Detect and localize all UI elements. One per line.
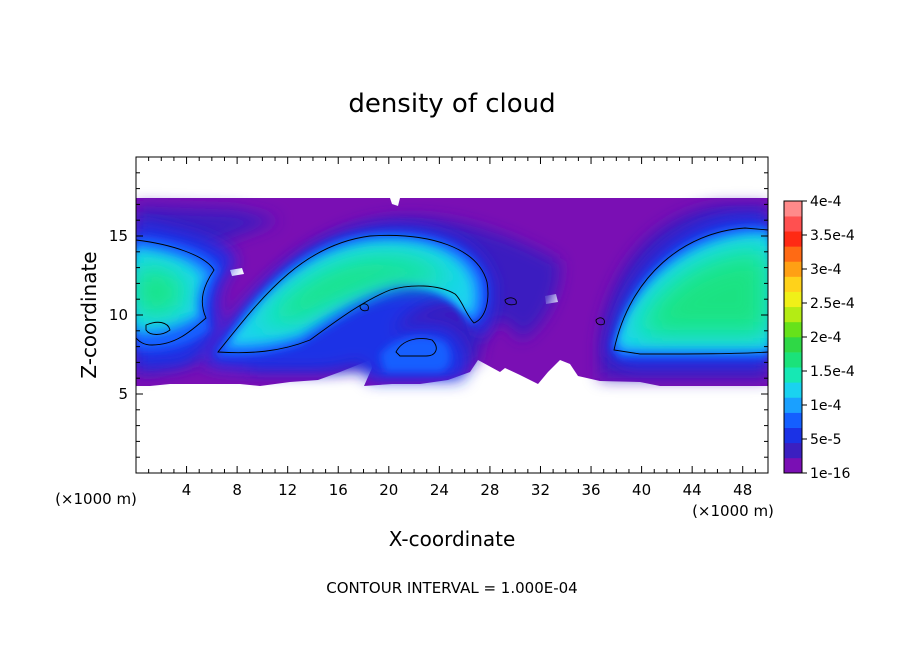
colorbar-label: 3e-4	[810, 262, 842, 278]
y-tick-label: 10	[109, 306, 128, 324]
y-tick-label: 15	[109, 227, 128, 245]
colorbar-label: 1e-16	[810, 466, 850, 482]
x-tick-label: 48	[733, 481, 752, 499]
colorbar-band	[784, 216, 802, 232]
colorbar-band	[784, 412, 802, 428]
colorbar-label: 1.5e-4	[810, 364, 855, 380]
contour-interval-label: CONTOUR INTERVAL = 1.000E-04	[326, 579, 577, 597]
x-tick-label: 44	[683, 481, 702, 499]
y-axis-label: Z-coordinate	[77, 251, 101, 378]
colorbar-label: 2e-4	[810, 330, 842, 346]
plot-field	[136, 198, 768, 386]
colorbar-band	[784, 367, 802, 383]
x-axis: 4 8 12 16 20 24 28 32 36 40 44 48	[148, 157, 756, 499]
colorbar-band	[784, 442, 802, 459]
x-unit-label-right: (×1000 m)	[692, 502, 774, 520]
y-tick-label: 5	[118, 385, 128, 403]
colorbar-band	[784, 397, 802, 413]
x-unit-label-left: (×1000 m)	[55, 490, 137, 508]
chart-title: density of cloud	[348, 89, 555, 119]
colorbar-band	[784, 337, 802, 353]
x-tick-label: 20	[379, 481, 398, 499]
colorbar-band	[784, 457, 802, 474]
colorbar-band	[784, 427, 802, 444]
colorbar: 1e-16 5e-5 1e-4 1.5e-4 2e-4 2.5e-4 3e-4 3.5e-4 4…	[783, 194, 855, 482]
colorbar-band	[784, 276, 802, 292]
colorbar-band	[784, 201, 802, 217]
colorbar-label: 4e-4	[810, 194, 842, 210]
x-tick-label: 24	[430, 481, 449, 499]
colorbar-label: 3.5e-4	[810, 228, 855, 244]
colorbar-label: 2.5e-4	[810, 296, 855, 312]
x-tick-label: 12	[278, 481, 297, 499]
colorbar-band	[784, 321, 802, 338]
colorbar-label: 1e-4	[810, 398, 842, 414]
colorbar-label: 5e-5	[810, 432, 841, 448]
x-tick-label: 32	[531, 481, 550, 499]
colorbar-band	[784, 306, 802, 323]
colorbar-band	[784, 382, 802, 398]
colorbar-band	[784, 246, 802, 262]
x-tick-label: 16	[329, 481, 348, 499]
colorbar-band	[784, 291, 802, 308]
x-tick-label: 40	[632, 481, 651, 499]
x-tick-label: 8	[232, 481, 242, 499]
colorbar-band	[784, 261, 802, 277]
colorbar-band	[784, 352, 802, 368]
x-axis-label: X-coordinate	[389, 527, 516, 551]
x-tick-label: 36	[581, 481, 600, 499]
y-axis: 5 10 15	[109, 172, 768, 458]
x-tick-label: 28	[480, 481, 499, 499]
colorbar-band	[784, 231, 802, 247]
x-tick-label: 4	[182, 481, 192, 499]
